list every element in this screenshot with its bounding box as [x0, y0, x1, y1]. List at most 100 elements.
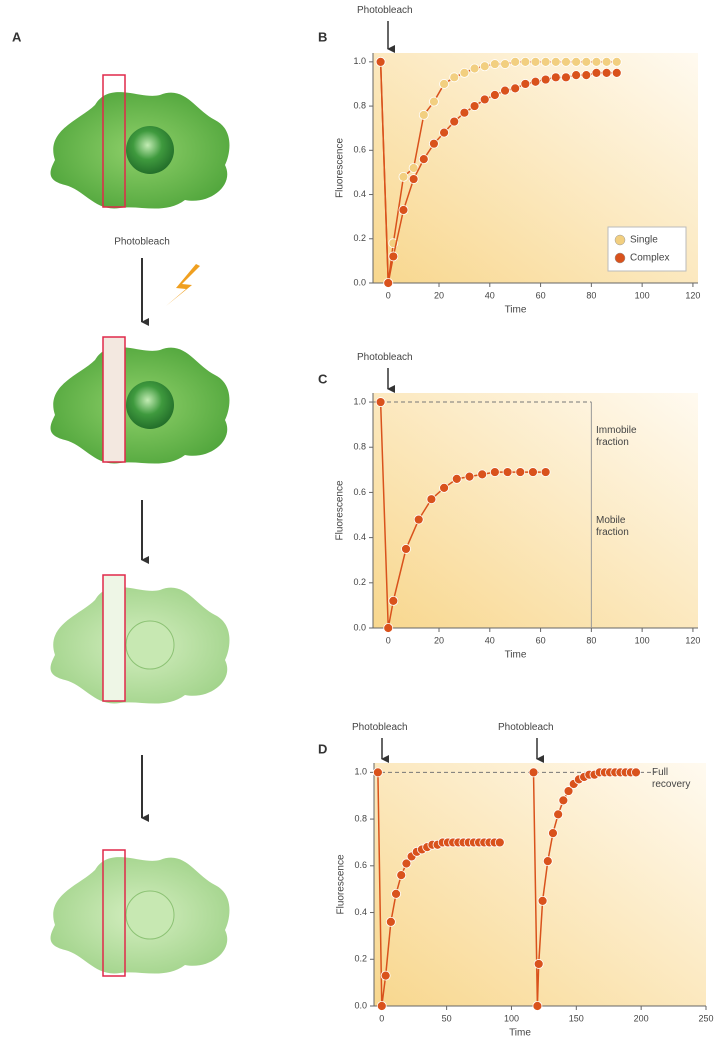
- data-point: [548, 829, 557, 838]
- data-point: [478, 470, 487, 479]
- data-point: [440, 483, 449, 492]
- y-tick-label: 0.8: [353, 442, 366, 452]
- data-point: [554, 810, 563, 819]
- y-tick-label: 1.0: [354, 767, 367, 777]
- data-point: [490, 468, 499, 477]
- data-point: [376, 398, 385, 407]
- x-axis-label: Time: [505, 650, 527, 661]
- data-point: [528, 468, 537, 477]
- x-tick-label: 20: [434, 290, 444, 300]
- data-point: [450, 117, 459, 126]
- y-axis-label: Fluorescence: [335, 480, 346, 540]
- data-point: [511, 84, 520, 93]
- data-point: [470, 102, 479, 111]
- data-point: [592, 68, 601, 77]
- panel-label: B: [318, 29, 327, 44]
- x-tick-label: 80: [586, 290, 596, 300]
- data-point: [427, 495, 436, 504]
- legend-marker: [615, 253, 625, 263]
- x-tick-label: 40: [485, 290, 495, 300]
- data-point: [429, 97, 438, 106]
- data-point: [402, 544, 411, 553]
- data-point: [419, 110, 428, 119]
- data-point: [440, 128, 449, 137]
- data-point: [397, 871, 406, 880]
- data-point: [612, 57, 621, 66]
- x-tick-label: 100: [504, 1013, 519, 1023]
- data-point: [521, 57, 530, 66]
- cell: [51, 337, 230, 464]
- data-point: [381, 971, 390, 980]
- data-point: [551, 73, 560, 82]
- x-tick-label: 50: [442, 1013, 452, 1023]
- data-point: [534, 959, 543, 968]
- data-point: [561, 57, 570, 66]
- data-point: [533, 1002, 542, 1011]
- y-tick-label: 0.8: [354, 813, 367, 823]
- panel-label: D: [318, 741, 327, 756]
- annotation: Photobleach: [114, 237, 170, 248]
- data-point: [465, 472, 474, 481]
- y-tick-label: 0.4: [353, 189, 366, 199]
- data-point: [490, 60, 499, 69]
- data-point: [602, 57, 611, 66]
- y-tick-label: 0.2: [354, 954, 367, 964]
- data-point: [543, 857, 552, 866]
- x-tick-label: 120: [685, 635, 700, 645]
- data-point: [470, 64, 479, 73]
- y-tick-label: 1.0: [353, 56, 366, 66]
- x-axis-label: Time: [505, 305, 527, 316]
- data-point: [561, 73, 570, 82]
- y-tick-label: 0.6: [353, 145, 366, 155]
- x-tick-label: 20: [434, 635, 444, 645]
- y-tick-label: 0.0: [353, 622, 366, 632]
- data-point: [414, 515, 423, 524]
- annotation: Photobleach: [352, 722, 408, 734]
- y-axis-label: Fluorescence: [336, 854, 347, 914]
- data-point: [559, 796, 568, 805]
- data-point: [495, 838, 504, 847]
- x-tick-label: 0: [386, 290, 391, 300]
- data-point: [376, 57, 385, 66]
- data-point: [521, 79, 530, 88]
- data-point: [452, 474, 461, 483]
- data-point: [450, 73, 459, 82]
- data-point: [460, 68, 469, 77]
- data-point: [551, 57, 560, 66]
- data-point: [572, 57, 581, 66]
- plot-background: [374, 763, 706, 1006]
- data-point: [386, 917, 395, 926]
- data-point: [503, 468, 512, 477]
- data-point: [480, 95, 489, 104]
- data-point: [531, 77, 540, 86]
- legend-label: Single: [630, 235, 658, 246]
- data-point: [501, 86, 510, 95]
- x-tick-label: 40: [485, 635, 495, 645]
- data-point: [490, 91, 499, 100]
- y-tick-label: 0.0: [353, 277, 366, 287]
- x-tick-label: 0: [386, 635, 391, 645]
- data-point: [399, 172, 408, 181]
- x-tick-label: 80: [586, 635, 596, 645]
- annotation: Photobleach: [357, 5, 413, 17]
- y-tick-label: 0.8: [353, 100, 366, 110]
- data-point: [480, 62, 489, 71]
- data-point: [602, 68, 611, 77]
- annotation: Immobile fraction: [596, 425, 656, 449]
- cell: [51, 575, 230, 704]
- cell: [51, 850, 230, 976]
- data-point: [631, 768, 640, 777]
- data-point: [501, 60, 510, 69]
- legend-label: Complex: [630, 253, 669, 264]
- data-point: [377, 1002, 386, 1011]
- data-point: [389, 596, 398, 605]
- x-tick-label: 100: [635, 635, 650, 645]
- data-point: [541, 468, 550, 477]
- data-point: [409, 164, 418, 173]
- data-point: [384, 624, 393, 633]
- annotation: Photobleach: [498, 722, 554, 734]
- x-tick-label: 0: [379, 1013, 384, 1023]
- data-point: [511, 57, 520, 66]
- data-point: [529, 768, 538, 777]
- data-point: [373, 768, 382, 777]
